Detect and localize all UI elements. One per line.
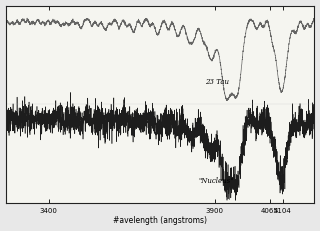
Text: "Nucleus": "Nucleus"	[198, 177, 234, 185]
X-axis label: #avelength (angstroms): #avelength (angstroms)	[113, 216, 207, 225]
Text: 23 Tau: 23 Tau	[205, 79, 229, 86]
